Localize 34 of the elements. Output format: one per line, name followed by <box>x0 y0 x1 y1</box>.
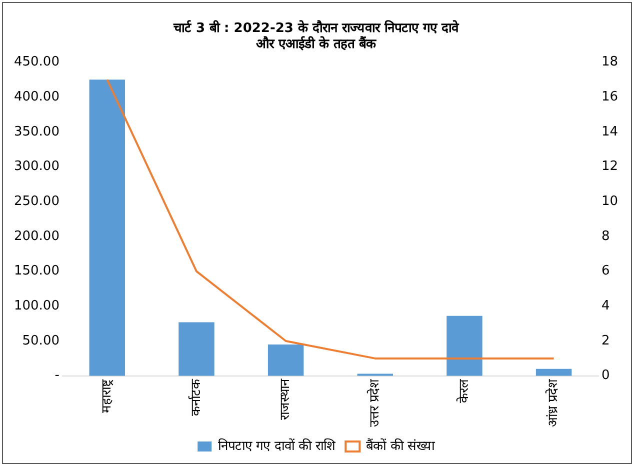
y-tick-label: 300.00 <box>14 159 60 174</box>
bar <box>89 80 126 376</box>
y2-tick-label: 10 <box>601 194 618 209</box>
y-tick-label: 100.00 <box>14 298 60 314</box>
y2-tick-label: 12 <box>601 159 618 174</box>
y-tick-label: 200.00 <box>14 228 60 244</box>
y2-tick-label: 8 <box>601 228 610 244</box>
bar <box>178 322 214 376</box>
y2-tick-label: 18 <box>601 54 618 70</box>
y2-tick-label: 16 <box>601 89 618 104</box>
x-tick-label: कर्नाटक <box>188 378 204 416</box>
legend-label: बैंकों की संख्या <box>366 438 436 454</box>
y-tick-label: 50.00 <box>22 333 60 348</box>
chart-title: चार्ट 3 बी : 2022-23 के दौरान राज्यवार निपटाए गए दावे और एआईडी के तहत बैंक <box>172 20 460 52</box>
x-tick-label: राजस्थान <box>278 378 294 420</box>
x-tick-label: आंध्र प्रदेश <box>545 378 562 428</box>
bar <box>268 344 304 376</box>
y-tick-label: 450.00 <box>14 54 60 70</box>
x-tick-label: उत्तर प्रदेश <box>366 378 383 428</box>
y-tick-label: 400.00 <box>14 89 60 104</box>
y2-tick-label: 0 <box>601 368 610 384</box>
y2-tick-label: 14 <box>601 124 618 140</box>
y-tick-label: - <box>54 368 60 384</box>
x-tick-label: महाराष्ट्र <box>100 378 115 413</box>
bar <box>536 368 572 376</box>
y2-tick-label: 6 <box>601 264 610 279</box>
y-tick-label: 350.00 <box>14 124 60 140</box>
y-tick-label: 150.00 <box>14 264 60 279</box>
y2-tick-label: 4 <box>601 298 610 314</box>
y2-tick-label: 2 <box>601 333 610 348</box>
legend-label: निपटाए गए दावों की राशि <box>218 438 337 454</box>
bar <box>446 316 482 376</box>
y-tick-label: 250.00 <box>14 194 60 209</box>
x-tick-label: केरल <box>456 378 472 403</box>
